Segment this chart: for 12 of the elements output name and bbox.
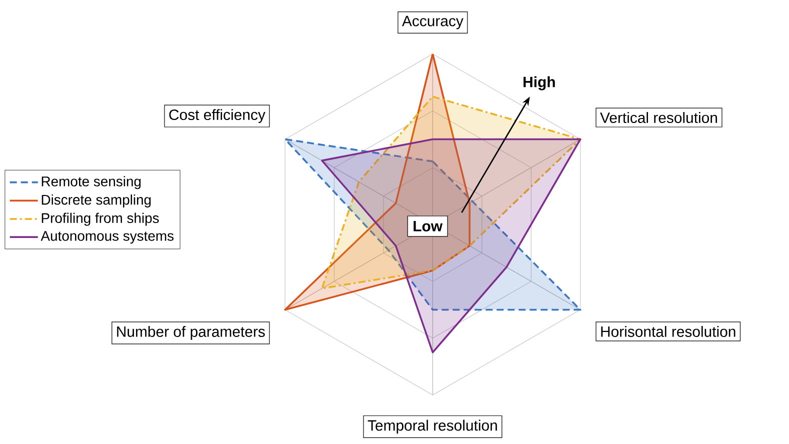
spoke-label: Accuracy	[402, 16, 464, 30]
legend-label: Autonomous systems	[40, 231, 174, 244]
legend-label: Profiling from ships	[42, 212, 159, 226]
legend-label: Remote sensing	[42, 176, 141, 190]
spoke-label: Temporal resolution	[368, 420, 497, 434]
spoke-label: Cost efficiency	[169, 109, 266, 124]
spoke-label: Number of parameters	[117, 326, 265, 340]
legend-label: Discrete sampling	[42, 194, 151, 208]
text: High	[524, 76, 555, 90]
spoke-label: Horisontal resolution	[601, 326, 736, 337]
text: Low	[414, 220, 443, 232]
spoke-label: Vertical resolution	[600, 112, 717, 124]
